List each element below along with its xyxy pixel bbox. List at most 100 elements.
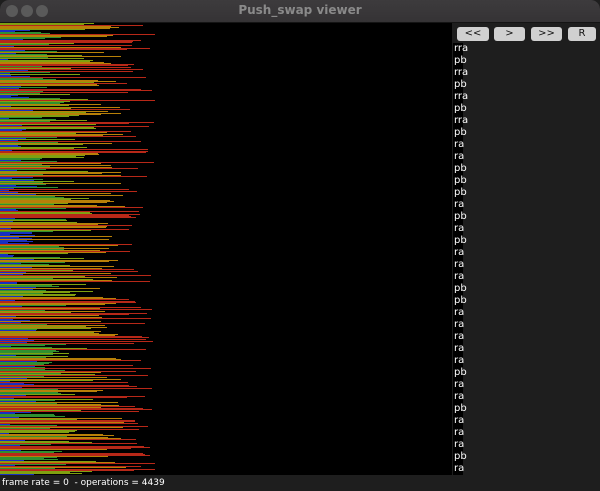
stack-bar — [0, 309, 152, 310]
stack-bar — [0, 57, 48, 58]
stack-bar — [0, 334, 118, 335]
stack-bar — [0, 236, 112, 237]
stack-bar — [0, 39, 23, 40]
stack-bar — [0, 287, 36, 288]
stack-bar — [0, 383, 24, 384]
operation-item: pb — [454, 283, 467, 294]
stack-bar — [0, 389, 58, 390]
stack-bar — [0, 386, 137, 387]
stack-bar — [0, 32, 41, 33]
stack-bar — [0, 30, 30, 31]
stack-bar — [0, 108, 71, 109]
stack-bar — [0, 253, 68, 254]
stack-bar — [0, 36, 107, 37]
stack-bar — [0, 156, 76, 157]
stack-bar — [0, 47, 121, 48]
stack-bar — [0, 177, 33, 178]
stack-bar — [0, 166, 50, 167]
stack-bar — [0, 249, 64, 250]
stack-bar — [0, 265, 70, 266]
stack-bar — [0, 210, 18, 211]
stack-bar — [0, 358, 116, 359]
stack-bar — [0, 64, 134, 65]
stack-bar — [0, 382, 128, 383]
stack-bar — [0, 329, 37, 330]
stack-bar — [0, 75, 11, 76]
operation-item: pb — [454, 235, 467, 246]
stack-bar — [0, 217, 136, 218]
stack-bar — [0, 173, 102, 174]
minimize-window-button[interactable] — [21, 5, 33, 17]
stack-bar — [0, 415, 55, 416]
operation-item: ra — [454, 151, 465, 162]
stack-bar — [0, 354, 53, 355]
stack-bar — [0, 282, 17, 283]
stack-bar — [0, 158, 42, 159]
stack-bar — [0, 234, 10, 235]
stack-bar — [0, 254, 8, 255]
stack-bar — [0, 54, 47, 55]
stack-bar — [0, 43, 74, 44]
stack-bar — [0, 311, 105, 312]
stack-bar — [0, 427, 123, 428]
control-panel: << > >> R rra pb rra pb rra pb rra pb ra ra pb pb pb… — [452, 23, 600, 475]
stack-bar — [0, 125, 22, 126]
stack-bar — [0, 268, 102, 269]
stack-bar — [0, 364, 44, 365]
stack-bar — [0, 214, 140, 215]
stack-bar — [0, 233, 32, 234]
stack-bar — [0, 67, 131, 68]
stack-bar — [0, 331, 101, 332]
stack-bar — [0, 275, 151, 276]
stack-bar — [0, 251, 130, 252]
stack-bar — [0, 289, 33, 290]
stack-bar — [0, 281, 150, 282]
stack-bar — [0, 164, 42, 165]
stack-bar — [0, 220, 67, 221]
close-window-button[interactable] — [6, 5, 18, 17]
stack-bar — [0, 259, 34, 260]
stack-bar — [0, 353, 69, 354]
stack-bar — [0, 162, 154, 163]
maximize-window-button[interactable] — [36, 5, 48, 17]
stack-bar — [0, 316, 16, 317]
stack-bar — [0, 472, 70, 473]
stack-bar — [0, 462, 115, 463]
stack-bar — [0, 201, 114, 202]
operation-item: pb — [454, 175, 467, 186]
stack-bar — [0, 440, 25, 441]
step-forward-fast-button[interactable]: >> — [531, 27, 562, 41]
stack-bar — [0, 453, 143, 454]
stack-bar — [0, 344, 66, 345]
step-forward-button[interactable]: > — [494, 27, 525, 41]
stack-bar — [0, 42, 132, 43]
stack-bar — [0, 245, 118, 246]
stack-bar — [0, 130, 22, 131]
operations-list[interactable]: rra pb rra pb rra pb rra pb ra ra pb pb pb ra pb ra pb ra… — [453, 43, 600, 475]
stack-bar — [0, 431, 75, 432]
stack-bar — [0, 278, 53, 279]
stack-bar — [0, 271, 138, 272]
stack-bar — [0, 469, 155, 470]
stack-bar — [0, 218, 15, 219]
stack-bar — [0, 430, 77, 431]
stack-bar — [0, 419, 77, 420]
stack-bar — [0, 118, 9, 119]
stack-bar — [0, 117, 42, 118]
stack-bar — [0, 230, 91, 231]
stack-bar — [0, 274, 23, 275]
stack-bar — [0, 172, 121, 173]
stack-bar — [0, 232, 32, 233]
stack-bar — [0, 150, 12, 151]
stack-bar — [0, 106, 11, 107]
stack-bar — [0, 197, 64, 198]
operation-item: ra — [454, 259, 465, 270]
stack-bar — [0, 314, 129, 315]
stack-bar — [0, 272, 26, 273]
step-back-fast-button[interactable]: << — [457, 27, 489, 41]
stack-bar — [0, 379, 121, 380]
stack-bar — [0, 385, 129, 386]
stack-bar — [0, 169, 46, 170]
stack-visualization — [0, 23, 452, 475]
reset-button[interactable]: R — [568, 27, 596, 41]
